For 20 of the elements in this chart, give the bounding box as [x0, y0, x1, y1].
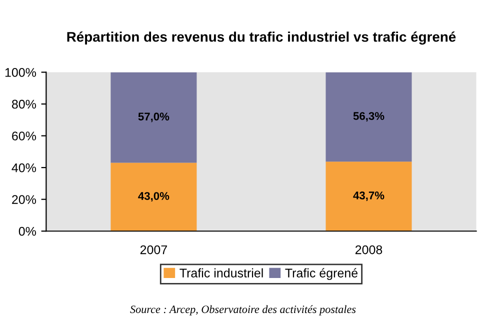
y-tick-label: 40% — [12, 163, 36, 172]
legend-label: Trafic industriel — [180, 268, 263, 278]
y-tick-label: 100% — [5, 68, 36, 77]
bar — [326, 72, 412, 162]
data-label: 43,0% — [138, 192, 170, 202]
y-tick-label: 0% — [18, 226, 36, 236]
x-tick-label: 2008 — [355, 245, 382, 254]
data-label: 57,0% — [138, 112, 170, 122]
bar — [110, 72, 197, 163]
y-tick-label: 80% — [12, 100, 36, 109]
bar — [326, 162, 412, 232]
bar — [110, 162, 197, 232]
legend-label: Trafic égrené — [285, 268, 358, 280]
chart-title: Répartition des revenus du trafic industriel vs trafic égrené — [67, 31, 456, 45]
source-note: Source : Arcep, Observatoire des activités postales — [130, 305, 356, 316]
data-label: 56,3% — [353, 112, 384, 122]
data-label: 43,7% — [353, 192, 384, 201]
y-tick-label: 60% — [12, 132, 36, 140]
y-tick-label: 20% — [12, 195, 36, 204]
x-tick-label: 2007 — [140, 245, 167, 254]
